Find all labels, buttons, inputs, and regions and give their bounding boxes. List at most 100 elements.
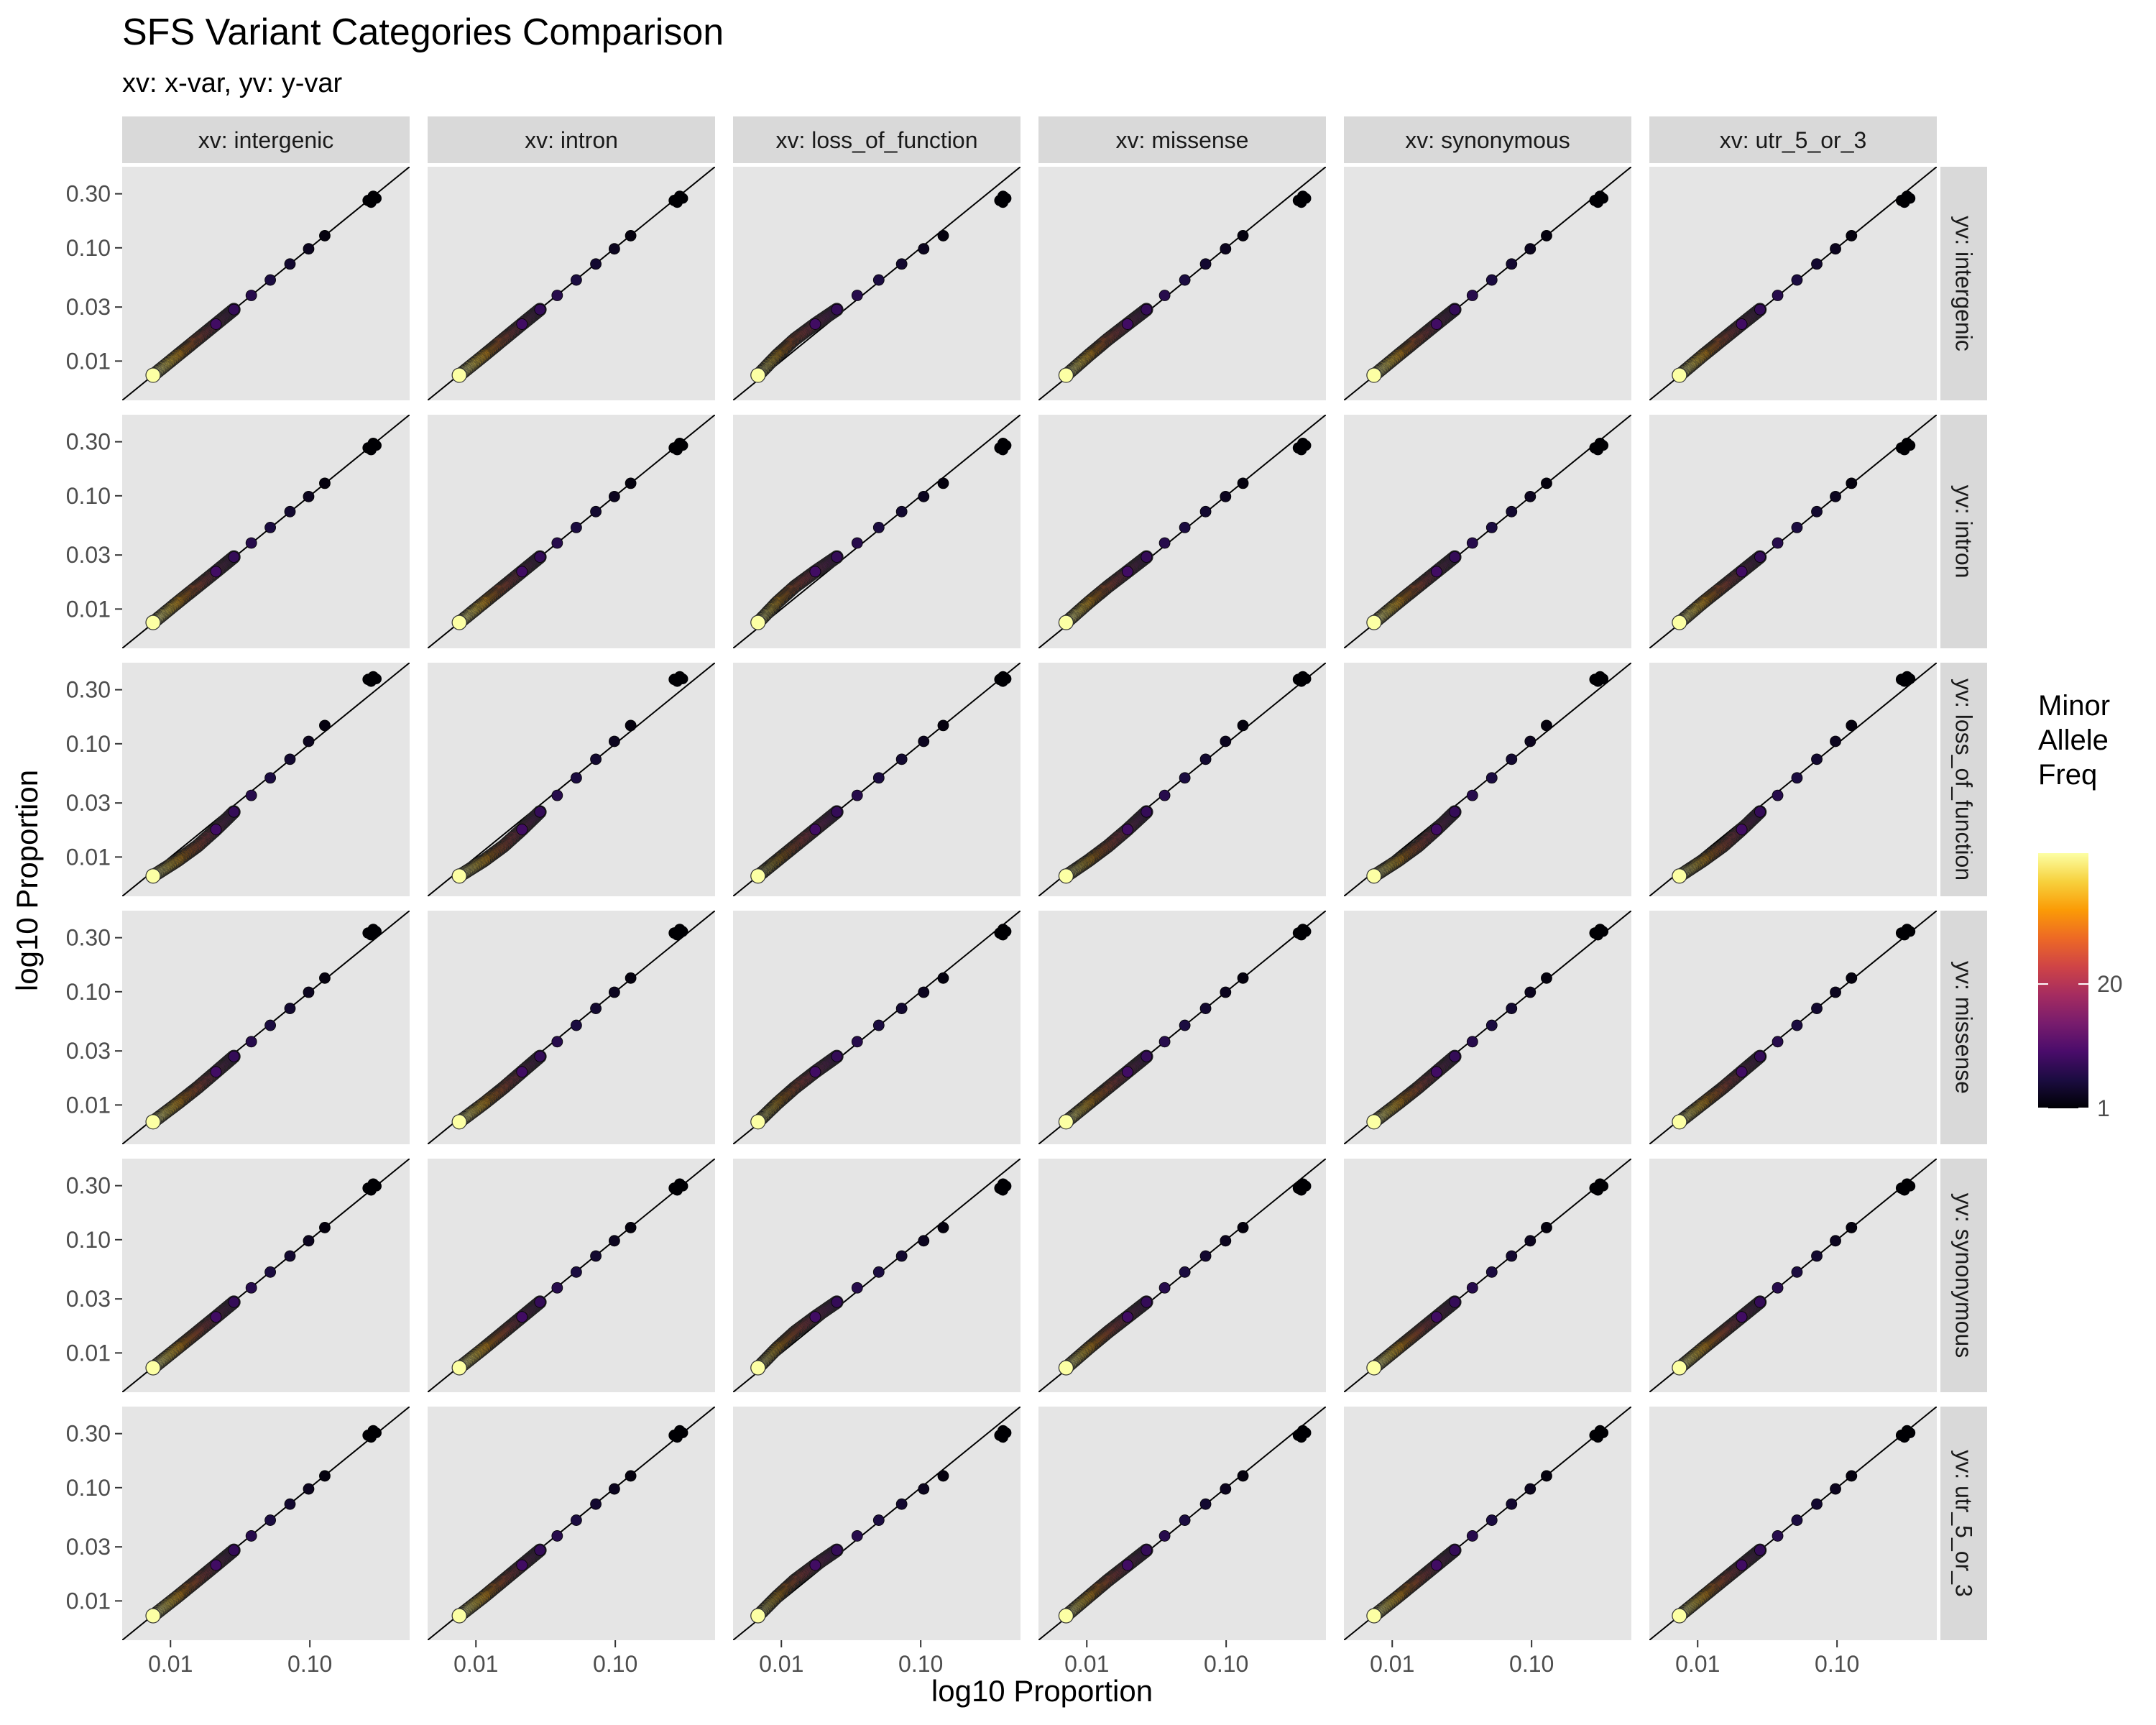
- data-point: [1846, 230, 1858, 242]
- data-point: [1524, 243, 1537, 255]
- row-strip-label: yv: missense: [1951, 961, 1977, 1094]
- data-point: [809, 318, 821, 330]
- data-point: [1199, 505, 1212, 518]
- col-strip-label: xv: utr_5_or_3: [1720, 127, 1867, 153]
- data-point: [210, 318, 222, 330]
- col-strip-intergenic: [122, 116, 410, 163]
- data-point: [284, 753, 296, 765]
- row-strip-label: yv: loss_of_function: [1951, 678, 1977, 880]
- panel-synonymous-vs-loss_of_function: [1344, 663, 1631, 896]
- data-point: [625, 972, 637, 984]
- data-point: [1237, 477, 1249, 489]
- data-point: [451, 367, 467, 383]
- data-point: [1199, 258, 1212, 270]
- data-point: [851, 537, 863, 549]
- data-point: [1220, 735, 1232, 748]
- data-point: [1541, 719, 1552, 732]
- data-point: [937, 230, 949, 242]
- facet-panels: xv: intergenic xv: intron xv: loss_of_func…: [122, 116, 1987, 1640]
- data-point: [1592, 197, 1603, 208]
- data-point: [1846, 719, 1858, 732]
- data-point: [264, 1266, 276, 1278]
- panel-utr_5_or_3-vs-missense: [1649, 911, 1937, 1144]
- data-point: [937, 719, 949, 732]
- data-point: [1431, 1066, 1442, 1078]
- col-strip-utr_5_or_3: [1649, 116, 1937, 163]
- data-point: [1506, 753, 1518, 765]
- data-point: [918, 243, 930, 255]
- panel-loss_of_function-vs-intron: [733, 415, 1021, 648]
- data-point: [1846, 477, 1858, 489]
- data-point: [608, 243, 620, 255]
- data-point: [608, 735, 620, 748]
- data-point: [590, 505, 602, 518]
- data-point: [831, 1051, 843, 1062]
- data-point: [1366, 1114, 1382, 1130]
- panel-intron-vs-intron: [428, 415, 715, 648]
- data-point: [365, 444, 377, 456]
- data-point: [1830, 735, 1841, 748]
- col-strip-missense: [1038, 116, 1326, 163]
- data-point: [451, 1114, 467, 1130]
- panel-loss_of_function-vs-missense: [733, 911, 1021, 1144]
- data-point: [1899, 676, 1910, 687]
- data-point: [1220, 243, 1232, 255]
- data-point: [145, 868, 161, 884]
- data-point: [1592, 676, 1603, 687]
- allele-frequency-band: [1059, 1049, 1153, 1129]
- data-point: [210, 824, 222, 835]
- data-point: [1772, 290, 1784, 301]
- data-point: [1199, 753, 1212, 765]
- panel-intergenic-vs-intron: [122, 415, 410, 648]
- data-point: [319, 230, 331, 242]
- panel-synonymous-vs-intergenic: [1344, 167, 1631, 400]
- panel-utr_5_or_3-vs-loss_of_function: [1649, 663, 1937, 896]
- data-point: [303, 490, 315, 502]
- row-strip-utr_5_or_3: [1940, 1407, 1987, 1640]
- data-point: [516, 318, 528, 330]
- data-point: [570, 521, 582, 533]
- data-point: [1672, 868, 1687, 884]
- data-point: [228, 806, 240, 818]
- row-strip-label: yv: intergenic: [1951, 216, 1977, 351]
- data-point: [228, 1051, 240, 1062]
- data-point: [319, 1222, 331, 1233]
- data-point: [319, 719, 331, 732]
- data-point: [319, 972, 331, 984]
- data-point: [1179, 1019, 1191, 1031]
- data-point: [1366, 868, 1382, 884]
- data-point: [895, 258, 908, 270]
- data-point: [1524, 490, 1537, 502]
- data-point: [1466, 290, 1478, 301]
- panel-intergenic-vs-synonymous: [122, 1159, 410, 1392]
- data-point: [1179, 772, 1191, 784]
- data-point: [831, 551, 843, 563]
- panel-synonymous-vs-missense: [1344, 911, 1631, 1144]
- allele-frequency-band: [146, 1295, 241, 1375]
- data-point: [534, 1051, 546, 1062]
- data-point: [1449, 551, 1461, 563]
- data-point: [245, 1036, 257, 1048]
- data-point: [1220, 490, 1232, 502]
- panel-utr_5_or_3-vs-intergenic: [1649, 167, 1937, 400]
- data-point: [1524, 986, 1537, 998]
- row-strip-label: yv: synonymous: [1951, 1193, 1977, 1358]
- data-point: [1772, 789, 1784, 801]
- data-point: [590, 753, 602, 765]
- data-point: [365, 676, 377, 687]
- col-strip-label: xv: loss_of_function: [775, 127, 977, 153]
- data-point: [1122, 1066, 1133, 1078]
- data-point: [228, 303, 240, 316]
- data-point: [1736, 318, 1748, 330]
- data-point: [534, 303, 546, 316]
- data-point: [1672, 367, 1687, 383]
- allele-frequency-band: [1672, 550, 1767, 630]
- data-point: [671, 929, 683, 941]
- data-point: [750, 1114, 766, 1130]
- data-point: [1754, 551, 1766, 563]
- data-point: [1158, 789, 1171, 801]
- data-point: [1592, 929, 1603, 941]
- data-point: [1811, 505, 1823, 518]
- data-point: [1830, 986, 1841, 998]
- data-point: [1485, 521, 1498, 533]
